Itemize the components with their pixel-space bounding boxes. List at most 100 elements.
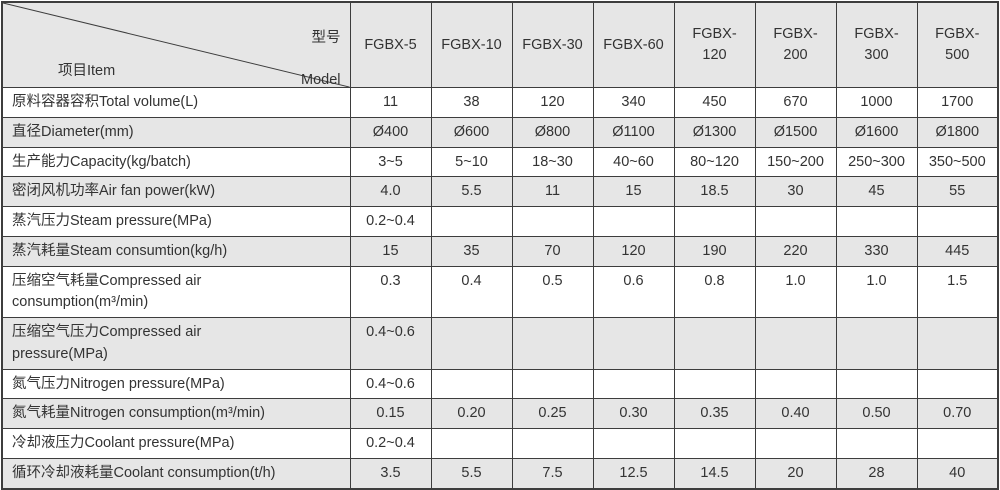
column-header: FGBX- 300 [835, 1, 918, 89]
table-row: 蒸汽压力Steam pressure(MPa) 0.2~0.4 [1, 206, 999, 237]
spec-cell [430, 368, 513, 400]
spec-cell [835, 428, 918, 459]
spec-cell [592, 206, 675, 237]
row-label: 蒸汽耗量Steam consumtion(kg/h) [1, 235, 351, 267]
table-row: 直径Diameter(mm) Ø400 Ø600 Ø800 Ø1100 Ø1300 Ø150… [1, 116, 999, 148]
spec-cell: Ø400 [349, 116, 432, 148]
spec-cell: 0.20 [430, 398, 513, 430]
diagonal-divider-line [3, 3, 350, 87]
spec-cell: 1000 [835, 87, 918, 118]
spec-cell [592, 317, 675, 370]
spec-cell: 150~200 [754, 146, 837, 178]
spec-cell: 3.5 [349, 457, 432, 490]
spec-cell: 190 [673, 235, 756, 267]
row-label: 原料容器容积Total volume(L) [1, 87, 351, 118]
column-header: FGBX- 200 [754, 1, 837, 89]
column-header: FGBX- 500 [916, 1, 999, 89]
spec-cell: 0.15 [349, 398, 432, 430]
spec-cell: 40 [916, 457, 999, 490]
spec-cell: 12.5 [592, 457, 675, 490]
spec-cell: 7.5 [511, 457, 594, 490]
spec-cell: 120 [511, 87, 594, 118]
corner-model-label-en: Model [301, 72, 341, 88]
spec-cell [754, 206, 837, 237]
spec-cell: 38 [430, 87, 513, 118]
table-row: 蒸汽耗量Steam consumtion(kg/h) 15 35 70 120 190 22… [1, 235, 999, 267]
column-header: FGBX-10 [430, 1, 513, 89]
spec-cell [511, 317, 594, 370]
spec-cell: 0.4~0.6 [349, 317, 432, 370]
spec-cell: Ø1600 [835, 116, 918, 148]
spec-table-body: 原料容器容积Total volume(L) 11 38 120 340 450 670 100… [1, 87, 999, 490]
spec-cell: 0.3 [349, 265, 432, 319]
row-label: 生产能力Capacity(kg/batch) [1, 146, 351, 178]
row-label: 压缩空气耗量Compressed air consumption(m³/min) [1, 265, 351, 319]
spec-cell: 250~300 [835, 146, 918, 178]
spec-cell [835, 317, 918, 370]
spec-cell: 18~30 [511, 146, 594, 178]
row-label: 密闭风机功率Air fan power(kW) [1, 176, 351, 208]
spec-cell: 1.0 [835, 265, 918, 319]
spec-cell: Ø600 [430, 116, 513, 148]
spec-cell: 30 [754, 176, 837, 208]
spec-table-head: 型号 Model 项目Item FGBX-5 FGBX-10 FGBX-30 FGBX… [1, 1, 999, 89]
spec-cell: 1.0 [754, 265, 837, 319]
column-header: FGBX-60 [592, 1, 675, 89]
spec-cell: 0.35 [673, 398, 756, 430]
spec-cell: 11 [349, 87, 432, 118]
spec-cell: 80~120 [673, 146, 756, 178]
spec-cell: 18.5 [673, 176, 756, 208]
spec-cell [592, 428, 675, 459]
column-header: FGBX-5 [349, 1, 432, 89]
table-row: 氮气压力Nitrogen pressure(MPa) 0.4~0.6 [1, 368, 999, 400]
row-label: 压缩空气压力Compressed air pressure(MPa) [1, 317, 351, 370]
table-row: 密闭风机功率Air fan power(kW) 4.0 5.5 11 15 18.5 30 4… [1, 176, 999, 208]
corner-item-label: 项目Item [58, 63, 116, 80]
spec-cell [673, 317, 756, 370]
spec-cell: 220 [754, 235, 837, 267]
spec-cell [511, 428, 594, 459]
spec-cell [430, 206, 513, 237]
spec-cell: 0.8 [673, 265, 756, 319]
spec-cell: 0.6 [592, 265, 675, 319]
spec-cell [754, 317, 837, 370]
spec-cell: 5.5 [430, 176, 513, 208]
spec-cell: Ø1500 [754, 116, 837, 148]
spec-cell: 0.4 [430, 265, 513, 319]
table-row: 压缩空气耗量Compressed air consumption(m³/min)… [1, 265, 999, 319]
spec-cell: 70 [511, 235, 594, 267]
spec-cell: 340 [592, 87, 675, 118]
spec-cell: 11 [511, 176, 594, 208]
spec-cell [673, 368, 756, 400]
spec-cell [916, 317, 999, 370]
spec-cell [592, 368, 675, 400]
spec-cell: 0.50 [835, 398, 918, 430]
spec-cell [835, 368, 918, 400]
spec-cell: 15 [349, 235, 432, 267]
table-row: 压缩空气压力Compressed air pressure(MPa) 0.4~0.… [1, 317, 999, 370]
spec-cell [916, 368, 999, 400]
spec-cell: 35 [430, 235, 513, 267]
corner-model-label-zh: 型号 [311, 30, 341, 47]
spec-cell: Ø1300 [673, 116, 756, 148]
row-label: 循环冷却液耗量Coolant consumption(t/h) [1, 457, 351, 490]
spec-cell: 0.30 [592, 398, 675, 430]
spec-cell: 3~5 [349, 146, 432, 178]
spec-cell: 0.5 [511, 265, 594, 319]
table-row: 生产能力Capacity(kg/batch) 3~5 5~10 18~30 40~60 8… [1, 146, 999, 178]
column-header: FGBX-30 [511, 1, 594, 89]
spec-cell: 1.5 [916, 265, 999, 319]
spec-cell: 4.0 [349, 176, 432, 208]
spec-cell: 670 [754, 87, 837, 118]
spec-cell [754, 428, 837, 459]
spec-cell [673, 428, 756, 459]
row-label: 氮气压力Nitrogen pressure(MPa) [1, 368, 351, 400]
corner-model-label: 型号 Model [301, 7, 341, 88]
spec-cell: 28 [835, 457, 918, 490]
spec-cell: 20 [754, 457, 837, 490]
spec-cell: 0.40 [754, 398, 837, 430]
row-label: 直径Diameter(mm) [1, 116, 351, 148]
row-label: 蒸汽压力Steam pressure(MPa) [1, 206, 351, 237]
